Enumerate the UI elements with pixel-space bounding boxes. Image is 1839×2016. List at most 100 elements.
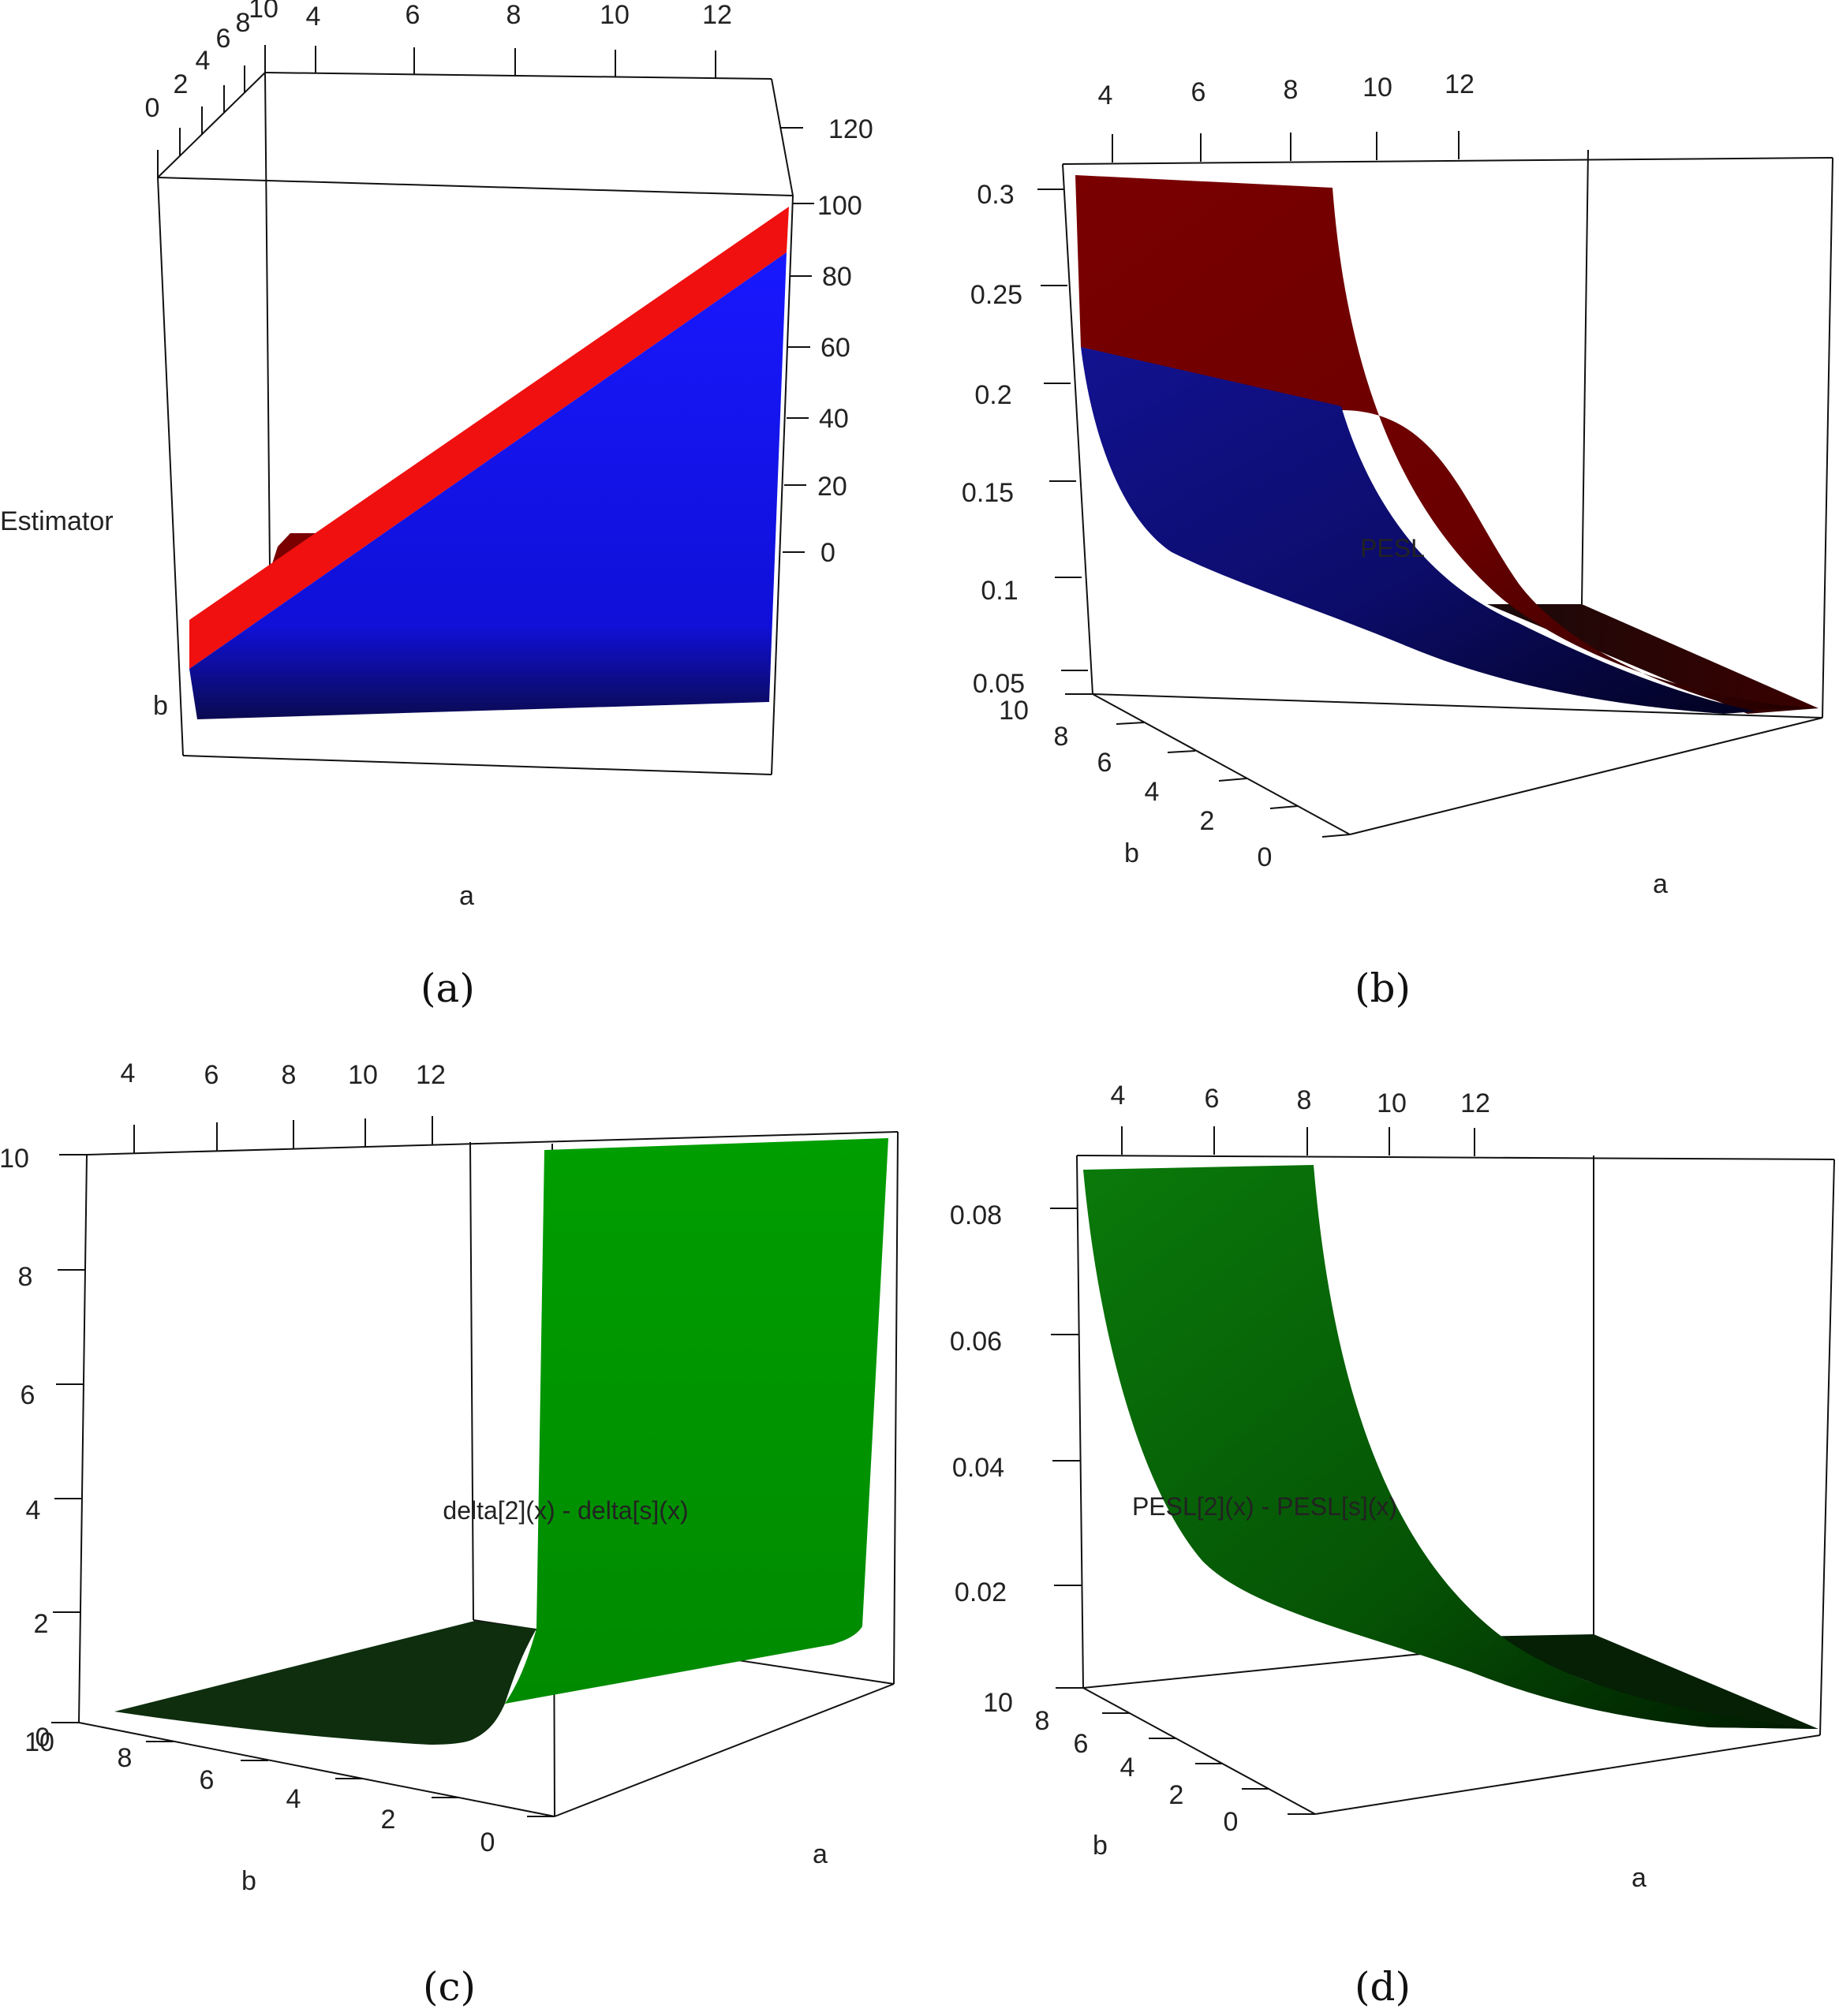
b-tick-label: 6: [216, 24, 231, 54]
b-tick-label: 8: [236, 8, 251, 38]
chart-c: 4 6 8 10 12 10 8 6 4 2 0 10 8 6 4 2 0 de…: [0, 1058, 899, 1896]
z-tick-label: 2: [34, 1609, 49, 1639]
a-tick-label: 6: [1205, 1084, 1220, 1114]
b-ticks-c: 10 8 6 4 2 0: [24, 1722, 555, 1857]
a-tick-label: 12: [702, 0, 732, 30]
b-tick-label: 8: [118, 1743, 133, 1773]
z-ticks-a: 0 20 40 60 80 100 120: [781, 114, 873, 568]
z-tick-label: 0.06: [950, 1327, 1002, 1357]
z-tick-label: 0.02: [955, 1577, 1007, 1607]
surface-dark-red-b: [1075, 175, 1817, 710]
z-tick-label: 6: [21, 1380, 36, 1410]
b-tick-label: 4: [1120, 1753, 1135, 1783]
z-tick-label: 40: [819, 404, 849, 434]
b-tick-label: 4: [286, 1784, 301, 1814]
z-tick-label: 10: [0, 1144, 29, 1174]
a-tick-label: 4: [1098, 80, 1113, 110]
z-tick-label: 0.08: [950, 1200, 1002, 1230]
b-tick-label: 2: [1200, 806, 1215, 836]
a-tick-label: 8: [1284, 75, 1299, 105]
z-tick-label: 4: [26, 1495, 41, 1525]
b-tick-label: 6: [1097, 748, 1112, 778]
b-axis-label: b: [241, 1866, 256, 1896]
b-tick-label: 6: [1074, 1729, 1089, 1759]
box-b: [1062, 149, 1833, 835]
surface-red-a: [189, 207, 789, 669]
a-ticks-a: 4 6 8 10 12: [306, 0, 732, 78]
z-tick-label: 8: [18, 1262, 33, 1292]
a-tick-label: 12: [1445, 69, 1475, 99]
a-tick-label: 4: [1111, 1081, 1126, 1111]
b-tick-label: 8: [1054, 722, 1069, 752]
z-tick-label: 0.2: [974, 380, 1011, 410]
box-a: [157, 72, 794, 775]
z-axis-label: PESL[2](x) - PESL[s](x): [1132, 1492, 1397, 1521]
a-ticks-d: 4 6 8 10 12: [1111, 1081, 1490, 1156]
b-tick-label: 2: [1169, 1780, 1184, 1810]
b-tick-label: 0: [1224, 1807, 1239, 1837]
z-tick-label: 0.1: [981, 576, 1018, 606]
a-tick-label: 8: [506, 0, 521, 30]
b-axis-label: b: [1124, 838, 1139, 868]
z-tick-label: 20: [817, 472, 847, 502]
surface-blue-a: [189, 252, 787, 719]
z-ticks-d: 0.08 0.06 0.04 0.02: [950, 1200, 1082, 1607]
caption-b: (b): [1355, 965, 1411, 1011]
b-ticks-a: 0 2 4 6 8 10: [145, 0, 278, 177]
z-tick-label: 0: [36, 1723, 50, 1753]
a-ticks-b: 4 6 8 10 12: [1098, 69, 1475, 162]
a-tick-label: 6: [406, 0, 421, 30]
z-tick-label: 80: [822, 262, 852, 292]
a-tick-label: 10: [600, 0, 630, 30]
b-tick-label: 10: [999, 696, 1029, 726]
z-tick-label: 60: [820, 333, 850, 363]
surface-dark-green-d: [1083, 1165, 1817, 1729]
z-tick-label: 0.15: [962, 478, 1014, 508]
z-axis-label: Estimator: [0, 506, 114, 536]
z-ticks-c: 10 8 6 4 2 0: [0, 1144, 87, 1753]
box-d: [1076, 1155, 1835, 1815]
surface-floor-b: [1487, 604, 1818, 714]
b-tick-label: 10: [983, 1688, 1013, 1718]
a-tick-label: 8: [282, 1060, 297, 1090]
b-tick-label: 10: [24, 1727, 54, 1757]
b-axis-label: b: [153, 691, 168, 721]
a-tick-label: 10: [1377, 1088, 1407, 1118]
z-tick-label: 0.05: [973, 669, 1025, 699]
b-axis-label: b: [1093, 1831, 1108, 1861]
a-ticks-c: 4 6 8 10 12: [121, 1058, 446, 1153]
surface-green-c: [505, 1138, 888, 1704]
a-tick-label: 8: [1297, 1085, 1312, 1115]
a-tick-label: 6: [204, 1060, 219, 1090]
a-axis-label: a: [813, 1839, 828, 1869]
a-tick-label: 4: [306, 2, 321, 32]
b-tick-label: 4: [196, 46, 211, 76]
a-tick-label: 10: [348, 1060, 378, 1090]
a-axis-label: a: [459, 881, 474, 911]
a-tick-label: 12: [1460, 1088, 1490, 1118]
a-tick-label: 6: [1191, 77, 1206, 107]
b-tick-label: 4: [1145, 777, 1160, 807]
chart-a: 4 6 8 10 12 0 2 4 6 8 10 0 20 40 60 80 1…: [0, 0, 873, 911]
b-tick-label: 0: [480, 1827, 495, 1857]
chart-d: 4 6 8 10 12 0.08 0.06 0.04 0.02 10 8 6 4…: [950, 1081, 1835, 1893]
z-tick-label: 100: [817, 191, 862, 221]
surface-floor-d: [1471, 1634, 1818, 1729]
a-tick-label: 10: [1362, 73, 1392, 103]
caption-c: (c): [423, 1964, 477, 2010]
b-ticks-b: 10 8 6 4 2 0: [999, 693, 1351, 872]
b-tick-label: 6: [200, 1765, 215, 1795]
caption-d: (d): [1355, 1964, 1411, 2010]
b-tick-label: 0: [1258, 842, 1273, 872]
z-tick-label: 0: [820, 538, 835, 568]
caption-a: (a): [421, 965, 475, 1011]
a-tick-label: 4: [121, 1058, 136, 1088]
surface-floor-c: [114, 1621, 536, 1745]
z-ticks-b: 0.3 0.25 0.2 0.15 0.1 0.05: [962, 180, 1088, 699]
z-tick-label: 0.25: [970, 280, 1022, 310]
z-tick-label: 120: [828, 114, 873, 144]
chart-b: 4 6 8 10 12 0.3 0.25 0.2 0.15 0.1 0.05 1…: [962, 69, 1833, 899]
a-axis-label: a: [1653, 869, 1668, 899]
z-tick-label: 0.3: [977, 180, 1014, 210]
b-tick-label: 2: [381, 1805, 396, 1835]
